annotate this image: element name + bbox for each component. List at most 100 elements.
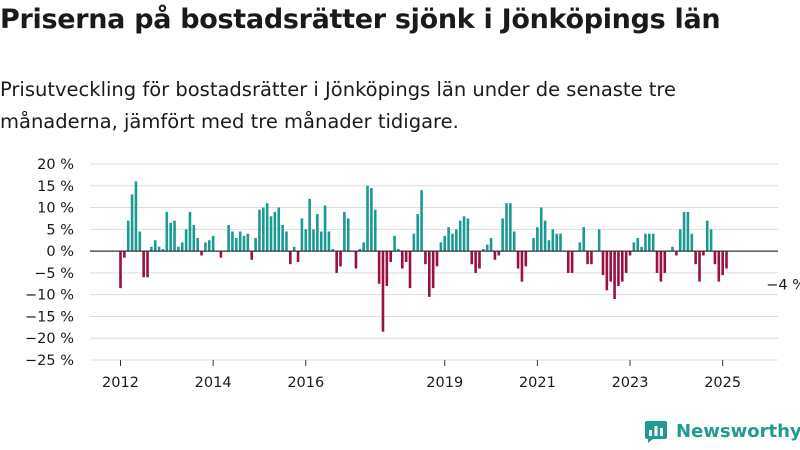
bar xyxy=(721,251,724,276)
x-tick-label: 2025 xyxy=(704,375,741,391)
bar xyxy=(412,233,416,252)
bar xyxy=(343,211,346,252)
bar xyxy=(578,242,582,252)
bar xyxy=(613,251,616,300)
bar xyxy=(134,181,138,252)
x-axis-ticks: 2012 2014 2016 2019 2021 2023 2025 xyxy=(102,360,741,391)
bar xyxy=(188,211,192,252)
bar xyxy=(335,251,338,273)
bar xyxy=(702,251,705,256)
bar xyxy=(709,229,713,252)
bar xyxy=(497,251,501,256)
bar xyxy=(717,251,721,282)
bar xyxy=(207,240,211,252)
bar xyxy=(397,248,400,252)
bar xyxy=(428,251,431,297)
bar xyxy=(601,251,605,276)
y-tick-label: −20 % xyxy=(25,331,74,347)
bar xyxy=(277,207,281,252)
bar xyxy=(385,251,389,286)
bar xyxy=(161,248,165,252)
bar xyxy=(227,224,230,252)
bar xyxy=(323,205,327,252)
bar xyxy=(192,224,196,252)
bar xyxy=(640,246,643,252)
bar xyxy=(501,218,504,252)
x-tick-label: 2023 xyxy=(612,375,649,391)
bar xyxy=(489,238,493,252)
annotations: −4 % xyxy=(766,278,800,294)
y-tick-label: −25 % xyxy=(25,353,74,369)
bar xyxy=(408,251,412,289)
bar xyxy=(482,248,485,252)
bar xyxy=(285,231,288,252)
y-tick-label: −15 % xyxy=(25,309,74,325)
x-tick-label: 2016 xyxy=(287,375,324,391)
y-axis-ticks: 20 % 15 % 10 % 5 % 0 % −5 % −10 % −15 % −20 % −25… xyxy=(25,157,74,369)
bar xyxy=(153,240,157,252)
bar xyxy=(281,224,284,252)
bar xyxy=(165,211,169,252)
bar xyxy=(536,227,539,252)
bar xyxy=(462,216,466,252)
bar xyxy=(292,246,296,252)
bar xyxy=(242,235,246,252)
bar xyxy=(146,251,149,278)
bar xyxy=(331,248,335,252)
bar xyxy=(265,203,269,252)
bar xyxy=(211,235,215,252)
bar xyxy=(474,251,477,273)
bar xyxy=(651,233,655,252)
bar xyxy=(424,251,427,265)
bar xyxy=(400,251,404,269)
bar xyxy=(435,251,439,267)
bar xyxy=(458,220,462,252)
y-tick-label: 5 % xyxy=(46,222,74,238)
brand-name: Newsworthy xyxy=(676,420,800,442)
bar xyxy=(200,251,203,256)
bar xyxy=(362,242,365,252)
bar xyxy=(655,251,659,273)
bar xyxy=(451,233,454,252)
bar xyxy=(694,251,697,265)
bar xyxy=(126,220,130,252)
bar xyxy=(254,238,257,252)
bar xyxy=(231,231,234,252)
price-change-bar-chart: 20 % 15 % 10 % 5 % 0 % −5 % −10 % −15 % −20 % −25… xyxy=(25,157,800,391)
y-tick-label: 20 % xyxy=(37,157,74,173)
y-tick-label: 0 % xyxy=(46,244,74,260)
bar xyxy=(196,238,199,252)
bar xyxy=(339,251,342,267)
bar xyxy=(443,235,447,252)
bar xyxy=(621,251,624,282)
last-value-label: −4 % xyxy=(766,278,800,294)
bar xyxy=(346,218,350,252)
bar xyxy=(570,251,574,273)
bar xyxy=(180,242,184,252)
bar xyxy=(478,251,481,269)
bar xyxy=(366,185,369,252)
bar xyxy=(636,238,640,252)
bar xyxy=(327,231,331,252)
bar xyxy=(690,233,694,252)
brand-logo[interactable]: Newsworthy xyxy=(644,419,800,443)
chart-title: Priserna på bostadsrätter sjönk i Jönköp… xyxy=(0,4,721,35)
bar xyxy=(119,251,122,289)
bar xyxy=(713,251,717,265)
bar xyxy=(628,251,632,256)
bar xyxy=(648,233,651,252)
bar xyxy=(624,251,628,273)
bar xyxy=(250,251,254,260)
bar xyxy=(319,231,323,252)
bar xyxy=(547,240,551,252)
bar xyxy=(204,242,207,252)
bar xyxy=(543,220,547,252)
bar xyxy=(632,242,636,252)
bar xyxy=(582,227,585,252)
bar xyxy=(316,214,319,252)
bar xyxy=(466,218,470,252)
bar xyxy=(169,222,172,252)
bar xyxy=(370,187,373,252)
bar xyxy=(485,244,489,252)
bar xyxy=(173,220,176,252)
